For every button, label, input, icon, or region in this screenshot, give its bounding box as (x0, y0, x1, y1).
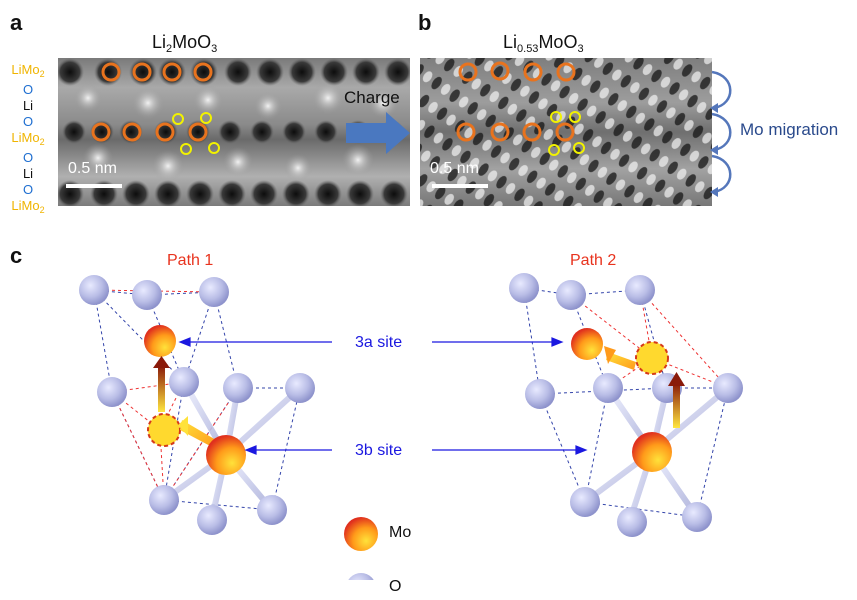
layer-sub: 2 (39, 69, 45, 79)
layer-label: O (6, 182, 50, 198)
bright-spots (74, 82, 398, 182)
charge-arrow (346, 112, 410, 154)
scale-label-a: 0.5 nm (68, 160, 117, 177)
mo-atom-3b-path1 (206, 435, 246, 475)
legend-o-atom (348, 573, 374, 580)
layer-main: LiMo (11, 62, 40, 77)
stem-image-b: 0.5 nm (420, 58, 712, 206)
mo-atom-3a-path1 (144, 325, 176, 357)
migration-structures (79, 273, 743, 580)
layer-label: Li (6, 98, 50, 114)
charge-label: Charge (344, 88, 400, 107)
formula-a-mid: MoO (172, 32, 212, 52)
path1-structure (79, 275, 315, 535)
scale-label-b: 0.5 nm (430, 160, 479, 177)
panel-label-c: c (10, 243, 23, 268)
path1-title: Path 1 (167, 252, 214, 269)
layer-label: O (6, 82, 50, 98)
legend-mo-label: Mo (389, 524, 412, 541)
orange-markers-b (456, 61, 576, 142)
layer-main: O (22, 82, 34, 97)
layer-sub: 2 (39, 137, 45, 147)
formula-b-sub2: 3 (577, 43, 584, 55)
layer-main: Li (22, 98, 34, 113)
atom-row-top (58, 58, 410, 86)
orange-markers-top (101, 62, 213, 82)
layer-main: LiMo (11, 198, 40, 213)
legend-mo-atom (344, 517, 378, 551)
panel-label-a: a (10, 10, 23, 35)
layer-sub: 2 (39, 205, 45, 215)
layer-label: O (6, 114, 50, 130)
mo-migration-label: Mo migration (740, 120, 839, 139)
yellow-markers (172, 112, 220, 155)
oxygen-atoms-path1 (79, 275, 315, 535)
formula-b-base: Li (503, 32, 518, 52)
site-3a-label: 3a site (355, 334, 403, 351)
formula-a-sub1: 2 (166, 43, 173, 55)
site-pointers (178, 337, 588, 455)
layer-main: Li (22, 166, 34, 181)
mo-intermediate-path2 (635, 341, 669, 375)
layer-label: LiMo2 (6, 62, 50, 82)
stem-image-b-canvas (420, 58, 712, 206)
layer-label: Li (6, 166, 50, 182)
stem-image-a: 0.5 nm (58, 58, 410, 206)
site-3b-label: 3b site (355, 442, 403, 459)
layer-stack-labels: LiMo2 O Li O LiMo2 O Li O LiMo2 (6, 62, 50, 218)
panel-label-b: b (418, 10, 432, 35)
formula-b-mid: MoO (538, 32, 578, 52)
stem-image-a-canvas (58, 58, 410, 206)
layer-main: LiMo (11, 130, 40, 145)
formula-b-sub1: 0.53 (517, 43, 539, 55)
layer-label: LiMo2 (6, 198, 50, 218)
mo-atom-3b-path2 (632, 432, 672, 472)
scale-bar-a (66, 184, 122, 188)
scale-bar-b (432, 184, 488, 188)
formula-a-base: Li (152, 32, 167, 52)
layer-main: O (22, 150, 34, 165)
yellow-markers-b (548, 111, 585, 156)
layer-main: O (22, 114, 34, 129)
legend-o-label: O (389, 578, 402, 595)
layer-main: O (22, 182, 34, 197)
formula-a-sub2: 3 (211, 43, 218, 55)
orange-markers-middle (91, 122, 208, 142)
layer-label: LiMo2 (6, 130, 50, 150)
path2-title: Path 2 (570, 252, 617, 269)
formula-a: Li2MoO3 (152, 32, 217, 55)
layer-label: O (6, 150, 50, 166)
path2-structure (509, 273, 743, 537)
migration-arrows (710, 70, 732, 197)
mo-intermediate-path1 (147, 413, 181, 447)
oxygen-atoms-path2 (509, 273, 743, 537)
formula-b: Li0.53MoO3 (503, 32, 584, 55)
mo-atom-3a-path2 (571, 328, 603, 360)
